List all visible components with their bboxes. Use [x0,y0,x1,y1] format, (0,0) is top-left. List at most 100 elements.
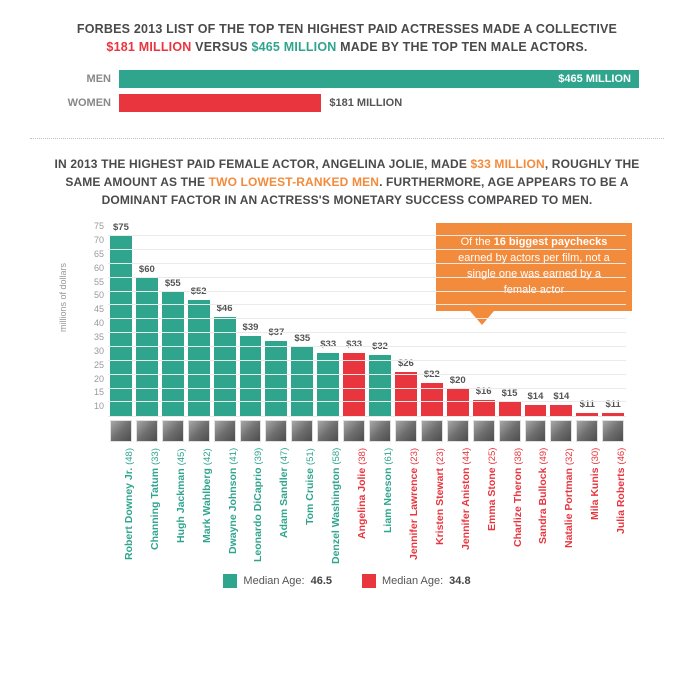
y-tick-label: 25 [86,360,104,370]
y-tick-label: 35 [86,332,104,342]
bar-slot: $32 [369,355,391,416]
hbar-chart: MEN $465 MILLION WOMEN$181 MILLION [50,70,644,112]
hbar-value: $465 MILLION [558,73,631,85]
bar-slot: $39 [240,336,262,416]
bar-value: $15 [502,388,518,399]
name-slot: Liam Neeson (61) [369,444,391,562]
grid-line [108,249,626,250]
bar-value: $55 [165,278,181,289]
actor-thumb [525,420,547,442]
hl1-post: MADE BY THE TOP TEN MALE ACTORS. [337,40,588,54]
bar-value: $60 [139,264,155,275]
grid-line [108,291,626,292]
name-slot: Channing Tatum (33) [136,444,158,562]
actor-name: Denzel Washington (58) [330,448,342,564]
actor-name: Jennifer Lawrence (23) [408,448,420,560]
name-slot: Charlize Theron (38) [499,444,521,562]
legend-men: Median Age: 46.5 [223,574,332,588]
name-slot: Kristen Stewart (23) [421,444,443,562]
bar: $33 [343,353,365,417]
actor-thumbnails [108,417,626,442]
name-slot: Sandra Bullock (49) [525,444,547,562]
actor-name: Tom Cruise (51) [304,448,316,525]
name-slot: Natalie Portman (32) [550,444,572,562]
name-slot: Julia Roberts (46) [602,444,624,562]
y-tick-label: 75 [86,221,104,231]
bar: $33 [317,353,339,417]
bar: $11 [602,413,624,416]
actor-thumb [214,420,236,442]
actor-name: Leonardo DiCaprio (39) [252,448,264,562]
name-slot: Denzel Washington (58) [317,444,339,562]
actor-thumb [421,420,443,442]
actor-name: Jennifer Aniston (44) [460,448,472,550]
section-collective-pay: FORBES 2013 LIST OF THE TOP TEN HIGHEST … [0,0,694,130]
y-tick-label: 10 [86,401,104,411]
hbar-label: MEN [65,73,119,85]
grid-line [108,277,626,278]
actor-thumb [136,420,158,442]
actor-thumb [369,420,391,442]
bar-chart: millions of dollars Of the 16 biggest pa… [50,237,644,562]
hbar-row: WOMEN$181 MILLION [65,94,639,112]
actor-name: Kristen Stewart (23) [434,448,446,545]
actor-name: Charlize Theron (38) [512,448,524,547]
y-axis-label: millions of dollars [58,263,68,332]
name-slot: Mark Wahlberg (42) [188,444,210,562]
grid-line [108,304,626,305]
grid-line [108,235,626,236]
y-tick-label: 50 [86,290,104,300]
bar-value: $20 [450,375,466,386]
grid-line [108,263,626,264]
actor-thumb [395,420,417,442]
actor-thumb [550,420,572,442]
actor-thumb [343,420,365,442]
actor-thumb [110,420,132,442]
actor-thumb [188,420,210,442]
name-slot: Jennifer Lawrence (23) [395,444,417,562]
hbar-track: $465 MILLION [119,70,639,88]
grid-line [108,388,626,389]
y-tick-label: 30 [86,346,104,356]
actor-name: Dwayne Johnson (41) [227,448,239,554]
actor-name: Mila Kunis (30) [589,448,601,520]
legend-men-swatch [223,574,237,588]
hl2-p1: IN 2013 THE HIGHEST PAID FEMALE ACTOR, A… [55,157,471,171]
hbar-label: WOMEN [65,97,119,109]
hl1-mid: VERSUS [191,40,251,54]
actor-thumb [265,420,287,442]
bar-value: $35 [294,333,310,344]
actor-thumb [162,420,184,442]
actor-name: Robert Downey Jr. (48) [123,448,135,560]
name-slot: Leonardo DiCaprio (39) [240,444,262,562]
bar-value: $33 [346,339,362,350]
name-slot: Hugh Jackman (45) [162,444,184,562]
name-slot: Adam Sandler (47) [265,444,287,562]
actor-thumb [447,420,469,442]
actor-thumb [473,420,495,442]
legend-women-swatch [362,574,376,588]
bar-slot: $33 [343,353,365,417]
hl1-pre: FORBES 2013 LIST OF THE TOP TEN HIGHEST … [77,22,617,36]
actor-name: Liam Neeson (61) [382,448,394,533]
actor-thumb [602,420,624,442]
y-tick-label: 15 [86,387,104,397]
bar-slot: $35 [291,347,313,416]
bar: $32 [369,355,391,416]
actor-thumb [576,420,598,442]
y-tick-label: 45 [86,304,104,314]
y-tick-label: 65 [86,249,104,259]
bar: $55 [162,292,184,417]
grid-line [108,360,626,361]
actor-name: Julia Roberts (46) [615,448,627,534]
bar-value: $75 [113,222,129,233]
y-tick-label: 60 [86,263,104,273]
name-slot: Angelina Jolie (38) [343,444,365,562]
hbar-fill: $465 MILLION [119,70,639,88]
bar-slot: $33 [317,353,339,417]
bar-slot: $14 [550,405,572,416]
actor-names: Robert Downey Jr. (48)Channing Tatum (33… [108,442,626,562]
grid-line [108,332,626,333]
headline-1: FORBES 2013 LIST OF THE TOP TEN HIGHEST … [50,20,644,56]
bar-value: $33 [320,339,336,350]
